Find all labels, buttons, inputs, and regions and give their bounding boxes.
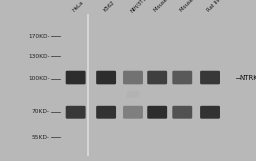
FancyBboxPatch shape [123,71,143,84]
Text: 100KD-: 100KD- [28,76,50,81]
FancyBboxPatch shape [147,106,167,119]
FancyBboxPatch shape [126,91,140,98]
Text: Mouse liver: Mouse liver [154,0,179,13]
FancyBboxPatch shape [96,106,116,119]
FancyBboxPatch shape [123,106,143,119]
FancyBboxPatch shape [200,71,220,84]
Text: 55KD-: 55KD- [32,135,50,140]
Text: Rat liver: Rat liver [207,0,226,13]
FancyBboxPatch shape [66,106,86,119]
Text: NTRK1: NTRK1 [240,75,256,80]
FancyBboxPatch shape [96,71,116,84]
FancyBboxPatch shape [172,106,192,119]
FancyBboxPatch shape [66,71,86,84]
Text: HeLa: HeLa [72,0,85,13]
FancyBboxPatch shape [200,106,220,119]
Text: NIH/3T3: NIH/3T3 [130,0,148,13]
Text: 130KD-: 130KD- [28,54,50,59]
FancyBboxPatch shape [172,71,192,84]
Text: 170KD-: 170KD- [28,34,50,39]
Text: Mouse heart: Mouse heart [179,0,206,13]
FancyBboxPatch shape [147,71,167,84]
Text: K562: K562 [103,0,116,13]
Text: 70KD-: 70KD- [32,109,50,114]
